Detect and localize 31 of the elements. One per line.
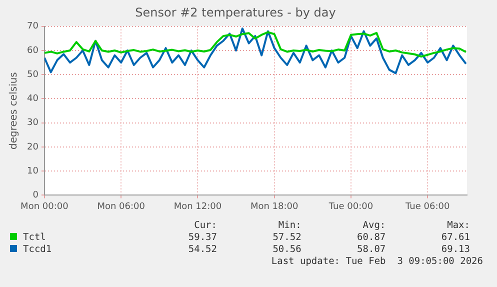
text: Avg: (362, 220, 386, 232)
legend-label: Tccd1 (22, 244, 53, 256)
text: 59.37 (187, 232, 217, 244)
x-tick-label: Tue 06:00 (404, 202, 450, 212)
text: Last update: Tue Feb 3 09:05:00 2026 (271, 256, 483, 267)
y-tick-label: 70 (27, 22, 39, 32)
y-tick-label: 0 (32, 190, 39, 201)
y-tick-label: 40 (27, 94, 39, 104)
text: Cur: (193, 220, 217, 232)
x-tick-label: Mon 18:00 (250, 202, 299, 212)
y-tick-label: 20 (27, 142, 39, 152)
text: 57.52 (272, 232, 302, 244)
x-tick-label: Mon 00:00 (20, 202, 69, 212)
text: 69.13 (440, 244, 470, 256)
text: 54.52 (187, 244, 217, 256)
y-tick-label: 30 (27, 118, 39, 128)
text: Max: (446, 220, 470, 232)
x-tick-label: Tue 00:00 (328, 202, 374, 212)
legend-label: Tctl (22, 232, 47, 244)
chart-title: Sensor #2 temperatures - by day (135, 5, 336, 20)
text: 60.87 (356, 232, 386, 244)
text: Min: (277, 220, 302, 232)
x-tick-label: Mon 06:00 (97, 202, 146, 212)
text: 67.61 (440, 232, 470, 244)
y-tick-label: 10 (27, 166, 39, 176)
text: 58.07 (356, 244, 386, 256)
y-tick-label: 60 (27, 46, 39, 56)
text: 50.56 (272, 244, 302, 256)
y-tick-label: 50 (27, 70, 39, 80)
x-tick-label: Mon 12:00 (174, 202, 222, 212)
y-axis-title: degrees celsius (8, 72, 20, 150)
